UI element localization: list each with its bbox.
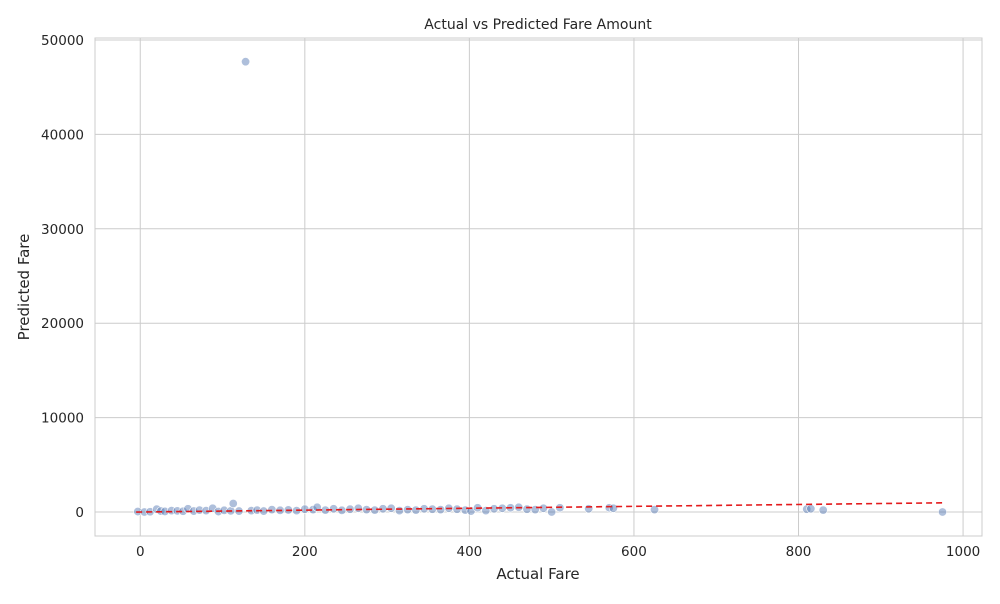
plot-area: [94, 37, 983, 537]
point: [650, 505, 660, 515]
point: [353, 503, 363, 513]
y-tick-label: 0: [75, 505, 84, 521]
point: [241, 57, 251, 67]
point: [818, 505, 828, 515]
x-tick-label: 400: [456, 544, 482, 560]
x-tick-label: 600: [621, 544, 647, 560]
x-axis-label: Actual Fare: [496, 565, 579, 583]
point: [411, 505, 421, 515]
point: [228, 499, 238, 509]
reference-line: [136, 502, 943, 513]
point: [329, 504, 339, 514]
point: [208, 503, 218, 513]
point: [547, 507, 557, 517]
x-tick-label: 1000: [946, 544, 980, 560]
point: [452, 504, 462, 514]
x-tick-label: 800: [786, 544, 812, 560]
y-tick-label: 50000: [41, 33, 84, 49]
point: [394, 506, 404, 516]
point: [436, 505, 446, 515]
y-tick-label: 10000: [41, 411, 84, 427]
point: [608, 503, 618, 513]
y-axis-label: Predicted Fare: [15, 234, 33, 341]
point: [938, 507, 948, 517]
point: [584, 504, 594, 514]
chart-title: Actual vs Predicted Fare Amount: [424, 17, 652, 33]
y-tick-label: 20000: [41, 316, 84, 332]
point: [194, 505, 204, 515]
x-tick-label: 200: [292, 544, 318, 560]
y-tick-label: 30000: [41, 222, 84, 238]
point: [538, 503, 548, 513]
point: [806, 504, 816, 514]
point: [522, 504, 532, 514]
y-tick-label: 40000: [41, 127, 84, 143]
marks: [133, 57, 948, 517]
x-tick-label: 0: [136, 544, 145, 560]
point: [386, 503, 396, 513]
point: [300, 504, 310, 514]
point: [267, 505, 277, 515]
